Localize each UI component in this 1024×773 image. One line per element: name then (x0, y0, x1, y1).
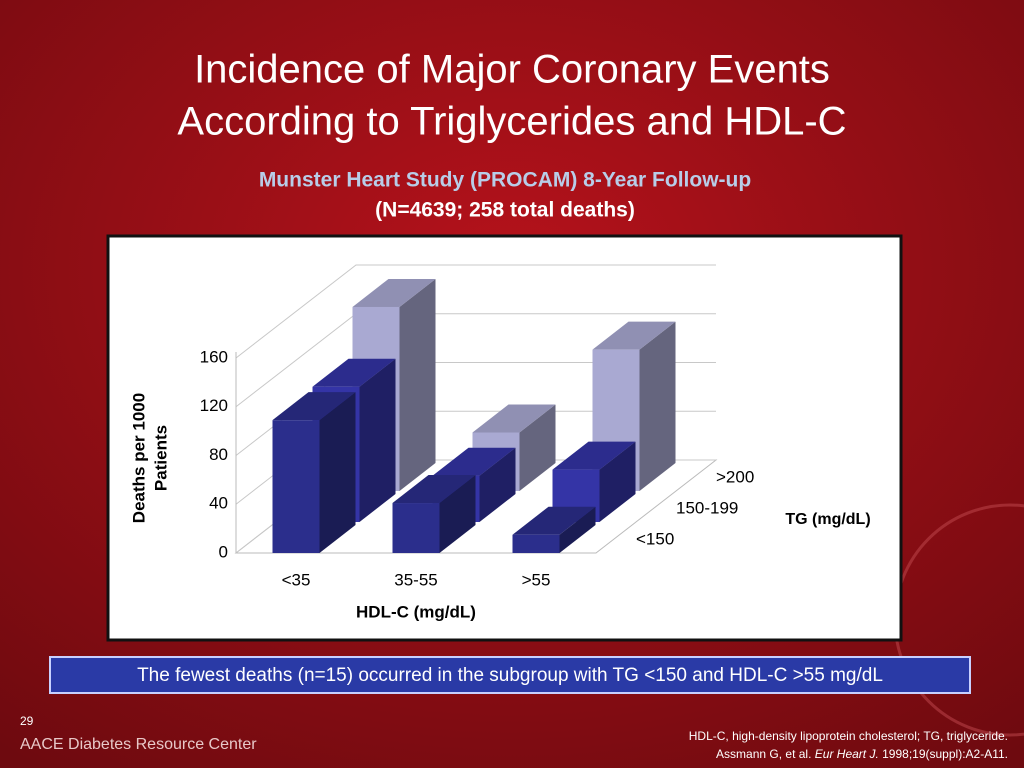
bar-side (399, 278, 436, 491)
x-tick-label: <35 (282, 570, 311, 589)
footnote: HDL-C, high-density lipoprotein choleste… (689, 729, 1008, 743)
title: According to Triglycerides and HDL-C (177, 100, 846, 144)
callout: The fewest deaths (n=15) occurred in the… (137, 665, 883, 686)
subtitle: Munster Heart Study (PROCAM) 8-Year Foll… (259, 169, 751, 192)
bar-top (552, 441, 636, 470)
x-tick-label: 35-55 (394, 570, 437, 589)
bar (272, 392, 356, 553)
bar-side (519, 404, 556, 491)
legend-label: 150-199 (676, 498, 738, 517)
y-tick-label: 160 (200, 347, 228, 366)
bar-top (272, 392, 356, 421)
title: Incidence of Major Coronary Events (194, 48, 830, 92)
bar-front (512, 534, 560, 553)
y-axis-label: Patients (151, 425, 170, 491)
brand: AACE Diabetes Resource Center (20, 736, 257, 753)
y-tick-label: 120 (200, 396, 228, 415)
bar-side (319, 392, 356, 553)
bar-side (479, 447, 516, 522)
grid-line (235, 264, 716, 359)
bar-top (432, 447, 516, 476)
subtitle: (N=4639; 258 total deaths) (375, 199, 635, 222)
legend-label: <150 (636, 529, 674, 548)
bar-side (639, 321, 676, 491)
bar-top (392, 475, 476, 504)
x-axis-label: HDL-C (mg/dL) (356, 602, 476, 621)
reference: Assmann G, et al. Eur Heart J. 1998;19(s… (716, 747, 1008, 761)
y-tick-label: 0 (219, 542, 228, 561)
legend-label: >200 (716, 467, 754, 486)
y-axis-label: Deaths per 1000 (129, 393, 148, 523)
reference-part: Assmann G, et al. (716, 747, 815, 761)
bar-front (392, 503, 440, 553)
y-tick-label: 40 (209, 494, 228, 513)
page-number: 29 (20, 714, 34, 728)
x-tick-label: >55 (522, 570, 551, 589)
bar (392, 475, 476, 553)
bar-top (472, 404, 556, 433)
bar-side (359, 358, 396, 522)
bar-side (599, 441, 636, 522)
bar-top (352, 278, 436, 307)
callout-box (49, 656, 971, 694)
bar-side (559, 506, 596, 553)
reference-part: 1998;19(suppl):A2-A11. (879, 747, 1008, 761)
bar-top (592, 321, 676, 350)
bar (512, 506, 596, 553)
bar-front (272, 420, 320, 553)
bar-top (312, 358, 396, 387)
bar-top (512, 506, 596, 535)
z-axis-label: TG (mg/dL) (785, 511, 870, 528)
bar-side (439, 475, 476, 553)
reference-part: Eur Heart J. (815, 747, 879, 761)
y-tick-label: 80 (209, 445, 228, 464)
